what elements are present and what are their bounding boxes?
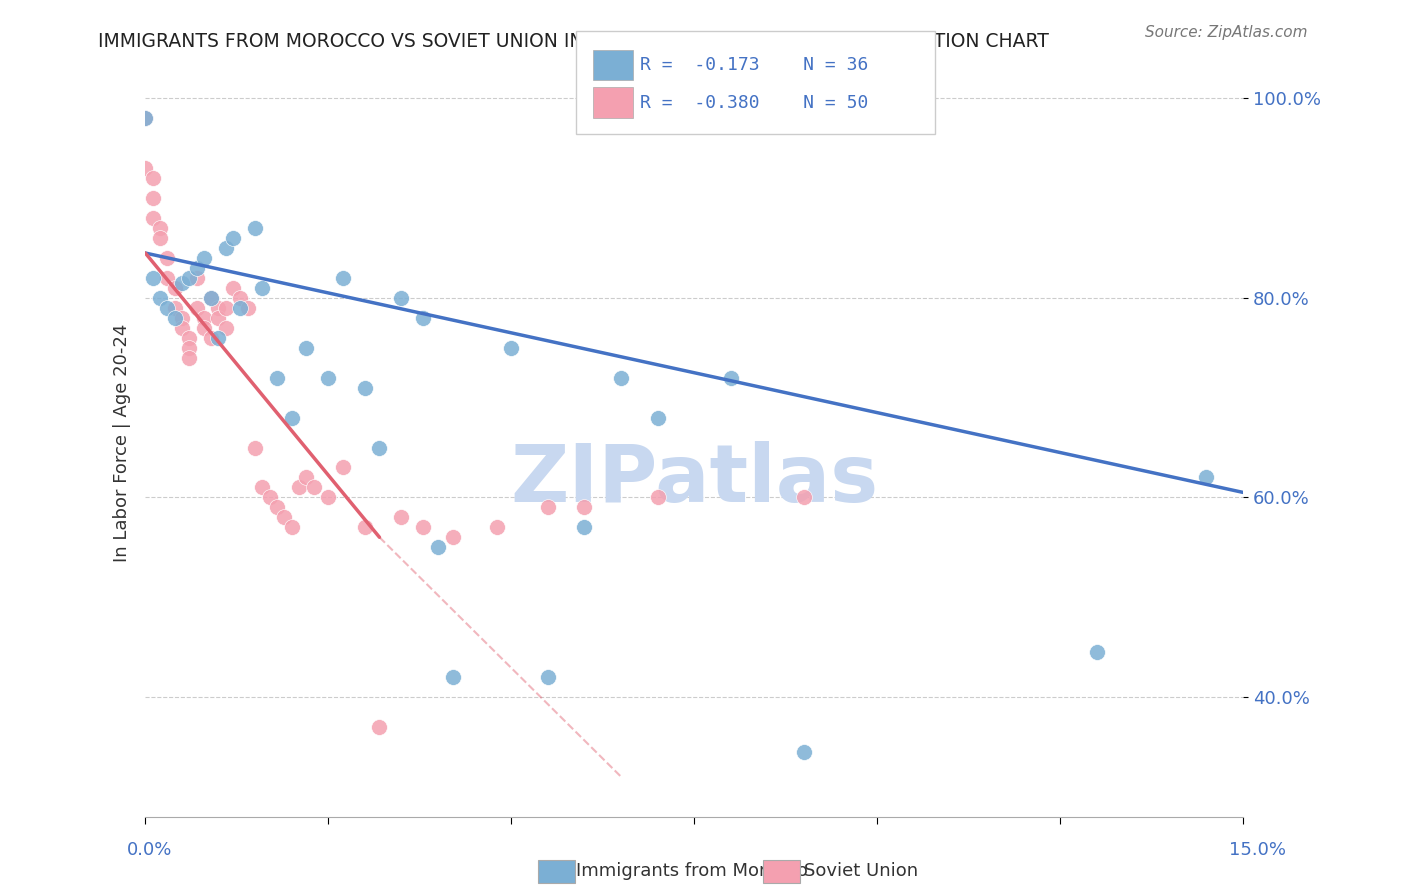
Point xyxy=(142,211,165,226)
Point xyxy=(441,670,464,684)
Point xyxy=(207,310,229,325)
Point xyxy=(222,231,245,245)
Point xyxy=(332,460,354,475)
Point xyxy=(537,500,560,515)
Point xyxy=(647,410,669,425)
Point xyxy=(316,491,339,505)
Point xyxy=(170,310,193,325)
Text: Immigrants from Morocco: Immigrants from Morocco xyxy=(576,863,808,880)
Text: Source: ZipAtlas.com: Source: ZipAtlas.com xyxy=(1144,25,1308,40)
Point xyxy=(243,221,266,235)
Point xyxy=(391,291,413,305)
Point xyxy=(142,271,165,285)
Text: 15.0%: 15.0% xyxy=(1229,840,1286,858)
Point xyxy=(280,520,302,534)
Point xyxy=(200,291,222,305)
Point xyxy=(1195,470,1218,484)
Point xyxy=(259,491,281,505)
Point xyxy=(134,112,156,126)
Point xyxy=(302,480,325,494)
Point xyxy=(368,441,391,455)
Point xyxy=(179,331,201,345)
Point xyxy=(193,321,215,335)
Point xyxy=(252,281,274,295)
Point xyxy=(647,491,669,505)
Point xyxy=(610,370,633,384)
Point xyxy=(295,341,318,355)
Point xyxy=(537,670,560,684)
Point xyxy=(368,720,391,734)
Point xyxy=(193,310,215,325)
Point xyxy=(1085,645,1108,659)
Point xyxy=(156,251,179,265)
Point xyxy=(142,171,165,186)
Point xyxy=(134,161,156,176)
Point xyxy=(186,301,208,315)
Point xyxy=(273,510,295,524)
Point xyxy=(149,231,172,245)
Point xyxy=(427,541,450,555)
Point xyxy=(243,441,266,455)
Point xyxy=(200,331,222,345)
Point xyxy=(353,381,375,395)
Point xyxy=(412,520,434,534)
Text: R =  -0.380    N = 50: R = -0.380 N = 50 xyxy=(640,94,868,112)
Point xyxy=(295,470,318,484)
Point xyxy=(170,276,193,290)
Point xyxy=(179,341,201,355)
Point xyxy=(179,271,201,285)
Point xyxy=(207,301,229,315)
Point xyxy=(156,301,179,315)
Point xyxy=(412,310,434,325)
Point xyxy=(441,530,464,544)
Point xyxy=(207,331,229,345)
Point xyxy=(215,241,238,255)
Point xyxy=(215,301,238,315)
Point xyxy=(391,510,413,524)
Text: Soviet Union: Soviet Union xyxy=(804,863,918,880)
Point xyxy=(574,520,596,534)
Point xyxy=(266,370,288,384)
Text: R =  -0.173    N = 36: R = -0.173 N = 36 xyxy=(640,56,868,74)
Point xyxy=(170,321,193,335)
Point xyxy=(186,260,208,275)
Point xyxy=(163,301,186,315)
Point xyxy=(149,291,172,305)
Point xyxy=(163,310,186,325)
Text: IMMIGRANTS FROM MOROCCO VS SOVIET UNION IN LABOR FORCE | AGE 20-24 CORRELATION C: IMMIGRANTS FROM MOROCCO VS SOVIET UNION … xyxy=(98,31,1049,51)
Text: 0.0%: 0.0% xyxy=(127,840,172,858)
Point xyxy=(574,500,596,515)
Point xyxy=(215,321,238,335)
Point xyxy=(186,271,208,285)
Text: ZIPatlas: ZIPatlas xyxy=(510,441,879,519)
Point xyxy=(316,370,339,384)
Point xyxy=(149,221,172,235)
Point xyxy=(142,191,165,205)
Point xyxy=(200,291,222,305)
Y-axis label: In Labor Force | Age 20-24: In Labor Force | Age 20-24 xyxy=(114,323,131,562)
Point xyxy=(236,301,259,315)
Point xyxy=(229,301,252,315)
Point xyxy=(266,500,288,515)
Point xyxy=(288,480,311,494)
Point xyxy=(134,112,156,126)
Point xyxy=(252,480,274,494)
Point xyxy=(193,251,215,265)
Point xyxy=(222,281,245,295)
Point xyxy=(156,271,179,285)
Point xyxy=(485,520,508,534)
Point xyxy=(280,410,302,425)
Point xyxy=(163,281,186,295)
Point xyxy=(501,341,523,355)
Point xyxy=(793,491,815,505)
Point xyxy=(229,291,252,305)
Point xyxy=(793,745,815,759)
Point xyxy=(353,520,375,534)
Point xyxy=(720,370,742,384)
Point xyxy=(332,271,354,285)
Point xyxy=(179,351,201,365)
